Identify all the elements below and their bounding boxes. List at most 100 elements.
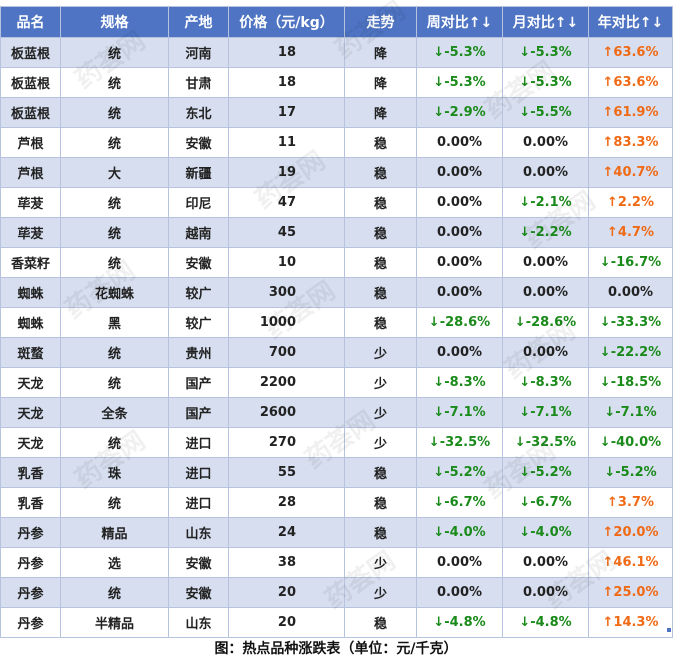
header-year-change: 年对比↑↓ <box>588 6 673 38</box>
price-change-table: 品名 规格 产地 价格（元/kg） 走势 周对比↑↓ 月对比↑↓ 年对比↑↓ 板… <box>0 6 673 638</box>
cell-month-change: 0.00% <box>502 337 589 368</box>
cell-year-change: ↑83.3% <box>588 127 673 158</box>
table-row: 板蓝根统东北 17 降 ↓-2.9% ↓-5.5% ↑61.9% <box>0 97 673 128</box>
cell-week-change: ↓-2.9% <box>416 97 503 128</box>
cell-week-change: 0.00% <box>416 577 503 608</box>
cell-name: 丹参 <box>0 577 61 608</box>
cell-origin: 国产 <box>168 397 229 428</box>
cell-trend: 稳 <box>344 157 417 188</box>
price-change-table-container: 品名 规格 产地 价格（元/kg） 走势 周对比↑↓ 月对比↑↓ 年对比↑↓ 板… <box>0 6 673 638</box>
table-caption: 图：热点品种涨跌表（单位：元/千克） <box>214 641 458 657</box>
cell-origin: 较广 <box>168 307 229 338</box>
header-week-change: 周对比↑↓ <box>416 6 503 38</box>
cell-trend: 稳 <box>344 127 417 158</box>
cell-price: 45 <box>228 217 345 248</box>
cell-spec: 珠 <box>60 457 169 488</box>
table-row: 丹参统安徽 20 少 0.00% 0.00% ↑25.0% <box>0 577 673 608</box>
cell-year-change: ↑14.3% <box>588 607 673 638</box>
cell-spec: 统 <box>60 187 169 218</box>
cell-origin: 进口 <box>168 427 229 458</box>
cell-week-change: 0.00% <box>416 337 503 368</box>
cell-month-change: ↓-4.8% <box>502 607 589 638</box>
table-row: 板蓝根统甘肃 18 降 ↓-5.3% ↓-5.3% ↑63.6% <box>0 67 673 98</box>
cell-spec: 统 <box>60 577 169 608</box>
cell-month-change: ↓-32.5% <box>502 427 589 458</box>
cell-week-change: 0.00% <box>416 187 503 218</box>
cell-week-change: ↓-5.3% <box>416 67 503 98</box>
table-row: 丹参选安徽 38 少 0.00% 0.00% ↑46.1% <box>0 547 673 578</box>
cell-price: 17 <box>228 97 345 128</box>
cell-trend: 少 <box>344 577 417 608</box>
cell-price: 24 <box>228 517 345 548</box>
cell-origin: 安徽 <box>168 577 229 608</box>
cell-week-change: ↓-32.5% <box>416 427 503 458</box>
table-row: 芦根大新疆 19 稳 0.00% 0.00% ↑40.7% <box>0 157 673 188</box>
cell-trend: 少 <box>344 337 417 368</box>
cell-month-change: 0.00% <box>502 277 589 308</box>
cell-month-change: ↓-5.3% <box>502 67 589 98</box>
cell-year-change: 0.00% <box>588 277 673 308</box>
cell-year-change: ↑20.0% <box>588 517 673 548</box>
cell-week-change: ↓-6.7% <box>416 487 503 518</box>
cell-year-change: ↑4.7% <box>588 217 673 248</box>
cell-spec: 全条 <box>60 397 169 428</box>
cell-origin: 安徽 <box>168 127 229 158</box>
cell-month-change: ↓-2.1% <box>502 187 589 218</box>
table-row: 荜茇统印尼 47 稳 0.00% ↓-2.1% ↑2.2% <box>0 187 673 218</box>
cell-spec: 统 <box>60 127 169 158</box>
cell-trend: 稳 <box>344 307 417 338</box>
cell-trend: 稳 <box>344 607 417 638</box>
cell-origin: 新疆 <box>168 157 229 188</box>
table-row: 丹参 精品 山东 24 稳 ↓-4.0% ↓-4.0% ↑20.0% <box>0 517 673 548</box>
cell-month-change: ↓-4.0% <box>502 517 589 548</box>
cell-price: 2200 <box>228 367 345 398</box>
cell-spec: 半精品 <box>60 607 169 638</box>
header-spec: 规格 <box>60 6 169 38</box>
cell-year-change: ↑40.7% <box>588 157 673 188</box>
table-row: 荜茇统越南 45 稳 0.00% ↓-2.2% ↑4.7% <box>0 217 673 248</box>
cell-week-change: ↓-7.1% <box>416 397 503 428</box>
table-row: 丹参 半精品 山东 20 稳 ↓-4.8% ↓-4.8% ↑14.3% <box>0 607 673 638</box>
cell-week-change: 0.00% <box>416 127 503 158</box>
cell-origin: 印尼 <box>168 187 229 218</box>
cell-name: 天龙 <box>0 427 61 458</box>
cell-name: 板蓝根 <box>0 37 61 68</box>
selection-handle[interactable] <box>667 628 671 632</box>
cell-year-change: ↑46.1% <box>588 547 673 578</box>
cell-week-change: 0.00% <box>416 277 503 308</box>
cell-year-change: ↓-7.1% <box>588 397 673 428</box>
cell-spec: 统 <box>60 67 169 98</box>
table-row: 乳香统进口 28 稳 ↓-6.7% ↓-6.7% ↑3.7% <box>0 487 673 518</box>
cell-origin: 国产 <box>168 367 229 398</box>
cell-price: 28 <box>228 487 345 518</box>
header-row: 品名 规格 产地 价格（元/kg） 走势 周对比↑↓ 月对比↑↓ 年对比↑↓ <box>0 6 673 38</box>
table-row: 天龙 全条 国产 2600 少 ↓-7.1% ↓-7.1% ↓-7.1% <box>0 397 673 428</box>
header-month-change: 月对比↑↓ <box>502 6 589 38</box>
cell-name: 蜘蛛 <box>0 277 61 308</box>
table-row: 蜘蛛黑较广 1000 稳 ↓-28.6% ↓-28.6% ↓-33.3% <box>0 307 673 338</box>
cell-week-change: ↓-8.3% <box>416 367 503 398</box>
cell-price: 700 <box>228 337 345 368</box>
cell-origin: 山东 <box>168 517 229 548</box>
cell-trend: 稳 <box>344 187 417 218</box>
cell-origin: 河南 <box>168 37 229 68</box>
cell-origin: 贵州 <box>168 337 229 368</box>
cell-spec: 统 <box>60 427 169 458</box>
cell-spec: 统 <box>60 367 169 398</box>
cell-week-change: ↓-5.2% <box>416 457 503 488</box>
cell-week-change: 0.00% <box>416 157 503 188</box>
cell-trend: 稳 <box>344 217 417 248</box>
cell-month-change: 0.00% <box>502 577 589 608</box>
cell-year-change: ↓-22.2% <box>588 337 673 368</box>
cell-name: 丹参 <box>0 607 61 638</box>
cell-name: 板蓝根 <box>0 67 61 98</box>
cell-trend: 稳 <box>344 487 417 518</box>
table-body: 板蓝根统河南 18 降 ↓-5.3% ↓-5.3% ↑63.6% 板蓝根统甘肃 18 降 ↓-5.… <box>0 37 673 638</box>
cell-trend: 稳 <box>344 517 417 548</box>
cell-price: 270 <box>228 427 345 458</box>
cell-month-change: 0.00% <box>502 247 589 278</box>
cell-trend: 稳 <box>344 247 417 278</box>
cell-origin: 越南 <box>168 217 229 248</box>
cell-name: 天龙 <box>0 367 61 398</box>
cell-name: 天龙 <box>0 397 61 428</box>
